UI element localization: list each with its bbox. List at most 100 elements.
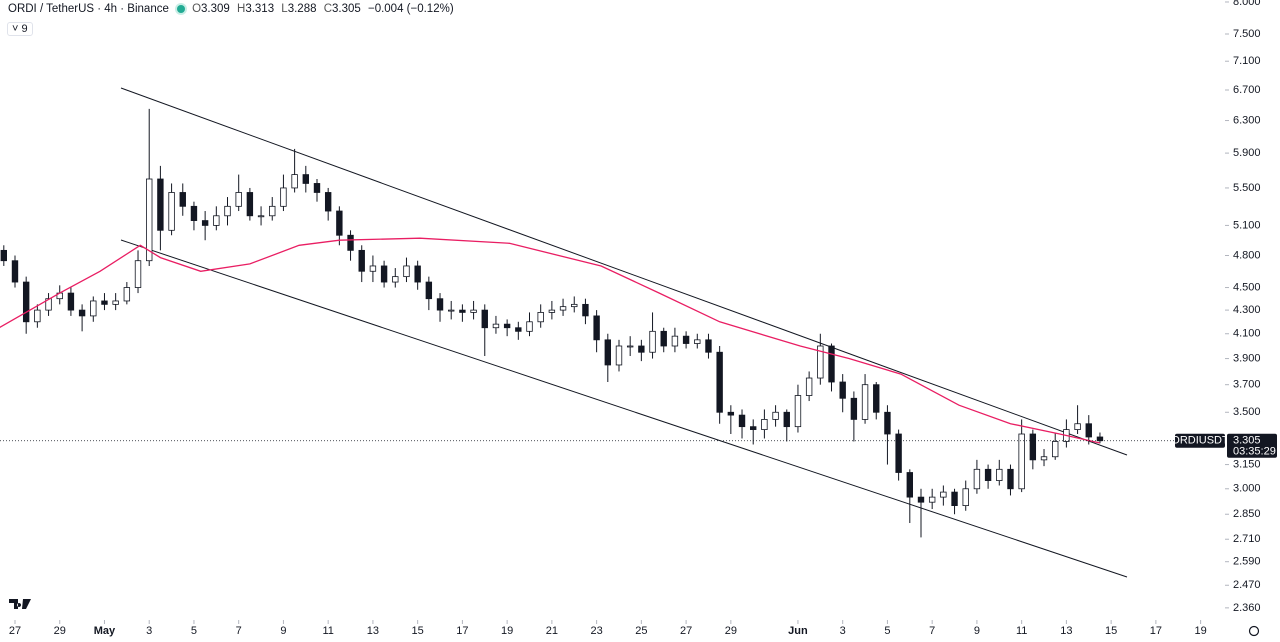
x-tick-label: 29 [54,625,66,637]
ohlc-value: 3.288 [287,3,317,15]
ohlc-value: 3.305 [332,3,361,15]
ohlc-key: H [237,3,246,15]
y-tick-label: 2.850 [1233,508,1261,520]
candle-body [157,178,164,231]
y-tick-label: 6.300 [1233,114,1261,126]
candle-body [526,321,533,332]
symbol-badge [1175,433,1225,448]
candle-body [1096,436,1104,442]
candle-body [1029,433,1037,461]
candle-body [179,192,186,207]
y-tick-label: 7.100 [1233,55,1261,67]
candle-body [705,339,712,353]
candle-body [403,265,410,278]
candle-body [694,339,701,344]
y-tick-label: 4.500 [1233,281,1261,293]
candle-body [67,292,75,311]
candle-body [895,433,902,473]
y-tick-label: 3.150 [1233,458,1261,470]
candle-body [425,281,433,300]
x-tick-label: 27 [680,625,692,637]
candle-body [112,300,119,305]
x-tick-label: 7 [929,625,935,637]
candle-body [269,205,276,217]
candle-body [0,249,7,262]
candle-body [280,187,287,207]
x-tick-label: 21 [546,625,558,637]
y-tick-label: 2.590 [1233,556,1261,568]
price-badge [1227,433,1277,458]
candle-body [481,309,488,329]
candle-body [794,395,802,428]
candle-body [45,298,52,311]
channel-lower [120,239,1128,578]
x-tick-label: 15 [1105,625,1117,637]
candle-body [783,411,790,428]
x-tick-label: 3 [146,625,152,637]
tradingview-logo [9,599,31,609]
y-tick-label: 7.500 [1233,28,1261,40]
candle-body [996,468,1003,481]
candle-body [168,192,175,231]
candle-body [1085,423,1092,438]
candle-body [380,265,388,283]
candle-body [291,174,298,189]
candle-body [11,260,19,283]
candle-body [414,265,421,283]
candle-body [448,309,455,312]
indicator-length: 9 [21,23,28,35]
candle-body [537,312,544,323]
candle-body [951,491,958,507]
symbol: ORDI / TetherUS · 4h · Binance [8,3,169,15]
candle-body [392,276,399,283]
candle-body [336,210,343,236]
candle-body [257,215,265,218]
candle-body [459,309,466,313]
candle-body [559,306,567,311]
x-tick-label: 25 [635,625,647,637]
x-tick-label: 17 [1150,625,1162,637]
candle-body [750,426,757,430]
header: ORDI / TetherUS · 4h · Binance O3.309 H3… [8,3,458,15]
candle-body [593,315,600,341]
x-tick-label: 13 [1060,625,1072,637]
ohlc-key: L [281,3,288,15]
candle-body [716,351,723,413]
y-tick-label: 4.100 [1233,328,1261,340]
candle-body [738,414,746,428]
ohlc-value: 3.313 [245,3,275,15]
y-tick-label: 2.470 [1233,579,1261,591]
candle-body [805,377,813,396]
x-tick-label: 9 [280,625,286,637]
x-tick-label: 9 [974,625,980,637]
price-badge-label: 3.305 [1233,435,1261,447]
candle-body [582,303,589,317]
candle-body [1074,423,1081,430]
candle-body [22,281,30,323]
candle-body [817,345,824,379]
y-tick-label: 2.710 [1233,533,1261,545]
candle-body [984,468,992,481]
candle-body [928,496,936,503]
candle-body [548,309,556,313]
candle-body [861,384,869,420]
candle-body [1018,433,1025,490]
candle-body [660,330,667,347]
x-tick-label: 17 [456,625,468,637]
candle-body [369,265,377,272]
candle-body [671,335,679,347]
indicator-toggle[interactable]: ˅ 9 [7,22,33,36]
ohlc-value: 3.309 [201,3,230,15]
candle-body [828,345,835,383]
candle-body [347,234,354,251]
candle-body [134,260,142,288]
candle-body [358,249,365,272]
candle-body [682,335,690,344]
candle-body [224,205,231,217]
candle-body [146,178,153,262]
candle-body [649,330,656,353]
y-tick-label: 4.300 [1233,304,1261,316]
y-tick-label: 3.900 [1233,352,1261,364]
settings-icon[interactable] [1248,625,1260,637]
candle-body [626,345,634,348]
